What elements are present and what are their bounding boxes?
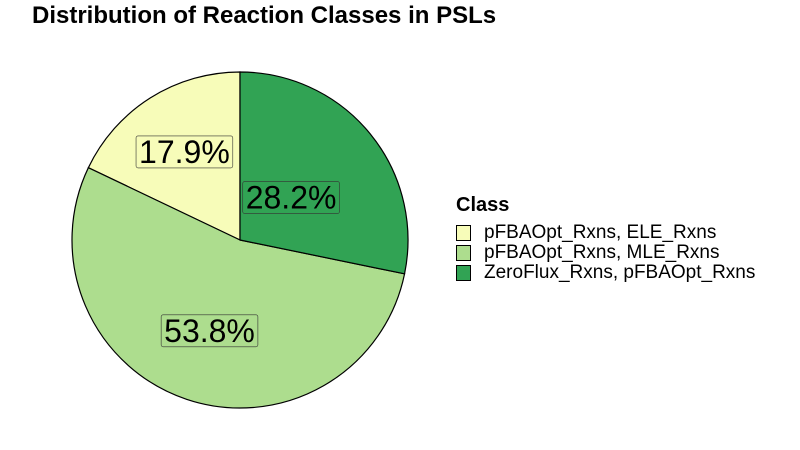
- slice-label-box: [135, 135, 234, 169]
- legend-item: ZeroFlux_Rxns, pFBAOpt_Rxns: [456, 262, 756, 283]
- chart-title: Distribution of Reaction Classes in PSLs: [32, 2, 497, 29]
- legend-label: pFBAOpt_Rxns, MLE_Rxns: [484, 242, 720, 263]
- pie-slice: [239, 71, 409, 275]
- legend-swatch: [456, 225, 471, 241]
- slice-label: 17.9%: [135, 134, 234, 170]
- slice-label: 28.2%: [242, 180, 340, 216]
- legend-label: ZeroFlux_Rxns, pFBAOpt_Rxns: [484, 262, 756, 283]
- legend-item: pFBAOpt_Rxns, ELE_Rxns: [456, 222, 755, 243]
- slice-label-text: 17.9%: [139, 134, 230, 170]
- legend-label: pFBAOpt_Rxns, ELE_Rxns: [484, 222, 717, 243]
- legend-item: pFBAOpt_Rxns, MLE_Rxns: [456, 242, 755, 263]
- slice-label-box: [242, 181, 340, 214]
- legend-swatch: [456, 245, 471, 261]
- legend-swatch: [456, 265, 471, 281]
- slice-label-text: 28.2%: [246, 180, 337, 216]
- legend: Class pFBAOpt_Rxns, ELE_Rxns pFBAOpt_Rxn…: [456, 194, 755, 283]
- slice-label-text: 53.8%: [164, 313, 255, 349]
- legend-title: Class: [456, 194, 510, 216]
- slice-label-box: [160, 314, 259, 348]
- slice-label: 53.8%: [160, 313, 259, 349]
- pie-slice: [71, 166, 406, 409]
